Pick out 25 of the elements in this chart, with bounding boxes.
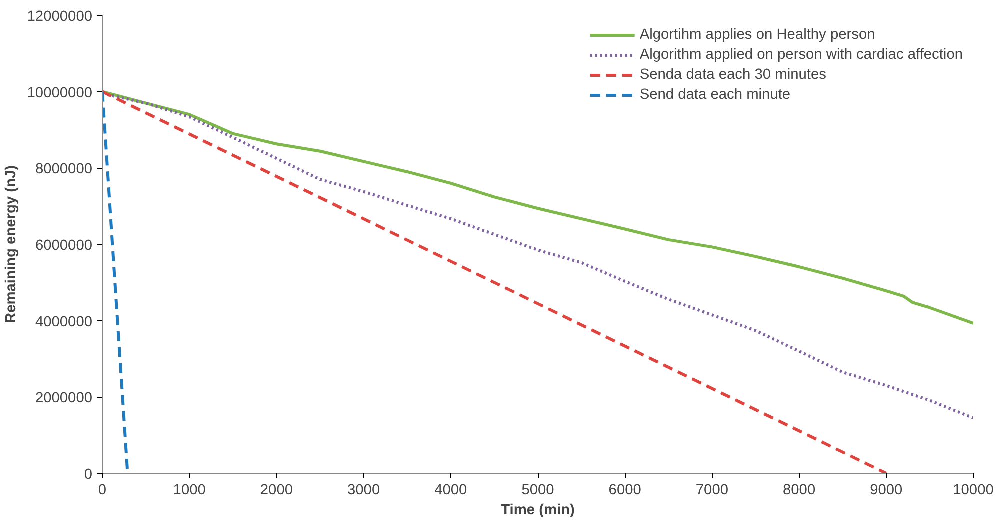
y-tick-label: 4000000 [35,314,93,330]
y-tick-label: 12000000 [27,9,93,25]
x-tick-label: 6000 [608,482,642,498]
y-tick-label: 10000000 [27,85,93,102]
x-axis-title: Time (min) [501,502,576,518]
y-tick-label: 8000000 [35,162,93,178]
x-tick-label: 4000 [434,482,468,498]
x-tick-label: 5000 [522,482,554,498]
y-tick-label: 2000000 [35,390,93,407]
legend-label: Algorithm applied on person with cardiac affection [640,47,963,63]
line-series [102,90,974,326]
x-tick-label: 3000 [348,482,380,498]
x-tick-label: 9000 [870,482,903,498]
x-tick-label: 10000 [953,482,994,498]
x-tick-label: 7000 [696,482,729,498]
y-tick-label: 6000000 [35,238,93,254]
x-tick-label: 8000 [783,482,816,498]
legend-label: Algortihm applies on Healthy person [640,27,876,43]
y-tick-label: 0 [84,467,93,483]
x-tick-label: 2000 [260,482,294,498]
y-axis-title: Remaining energy (nJ) [3,165,20,324]
x-tick-label: 0 [98,482,107,498]
legend-label: Senda data each 30 minutes [640,67,826,83]
x-tick-label: 1000 [173,482,206,498]
legend-label: Send data each minute [640,87,791,103]
